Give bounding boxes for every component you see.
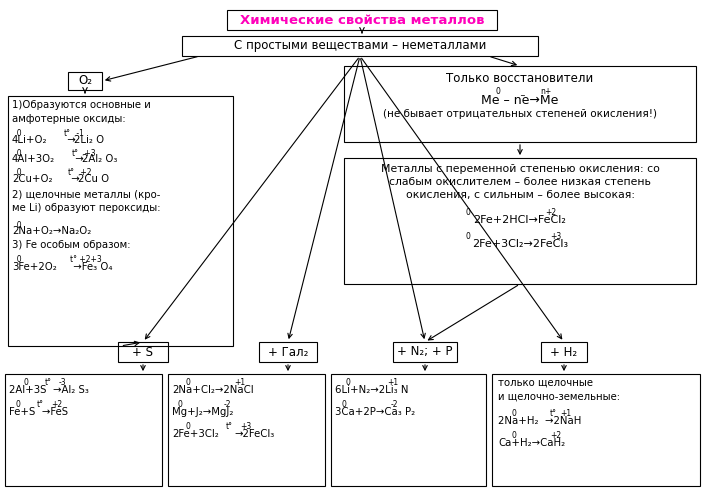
Text: O₂: O₂ <box>78 74 92 87</box>
Text: t°: t° <box>45 378 52 387</box>
Text: 2Li₂ O: 2Li₂ O <box>74 135 104 145</box>
Text: 0: 0 <box>512 409 517 418</box>
Text: t° +2+3: t° +2+3 <box>70 255 102 265</box>
Text: 2Cu+O₂: 2Cu+O₂ <box>12 174 52 184</box>
Text: Химические свойства металлов: Химические свойства металлов <box>240 13 484 27</box>
Text: 2) щелочные металлы (кро-: 2) щелочные металлы (кро- <box>12 189 160 200</box>
Text: 0: 0 <box>512 431 517 440</box>
Text: +2: +2 <box>78 168 91 177</box>
Text: t°: t° <box>68 168 75 177</box>
Bar <box>182 36 538 56</box>
Bar <box>393 342 457 362</box>
Text: амфотерные оксиды:: амфотерные оксиды: <box>12 113 126 124</box>
Text: 2Fe+3Cl₂: 2Fe+3Cl₂ <box>172 429 218 439</box>
Text: 3Ca+2P→Ca₃ P₂: 3Ca+2P→Ca₃ P₂ <box>335 407 415 417</box>
Text: 0: 0 <box>12 129 22 138</box>
Text: +1: +1 <box>560 409 571 418</box>
Text: 0: 0 <box>12 220 22 230</box>
Text: t°: t° <box>64 129 71 138</box>
Bar <box>118 342 168 362</box>
Text: Ca+H₂→CaH₂: Ca+H₂→CaH₂ <box>498 438 565 448</box>
Text: 3) Fe особым образом:: 3) Fe особым образом: <box>12 240 131 250</box>
Text: (не бывает отрицательных степеней окисления!): (не бывает отрицательных степеней окисле… <box>383 109 657 119</box>
Text: Fe+S  →FeS: Fe+S →FeS <box>9 407 68 417</box>
Text: →: → <box>68 174 80 184</box>
Bar <box>259 342 317 362</box>
Text: 0: 0 <box>178 400 183 409</box>
Text: + N₂; + P: + N₂; + P <box>397 346 452 358</box>
Text: 2Fe+3Cl₂→2FeCl₃: 2Fe+3Cl₂→2FeCl₃ <box>472 239 568 249</box>
Bar <box>492 374 700 486</box>
Text: 4Li+O₂: 4Li+O₂ <box>12 135 47 145</box>
Text: -1: -1 <box>74 129 84 138</box>
Bar <box>344 158 696 284</box>
Bar <box>344 66 696 142</box>
Text: -2: -2 <box>224 400 231 409</box>
Text: 2Cu O: 2Cu O <box>78 174 109 184</box>
Text: →2FeCl₃: →2FeCl₃ <box>234 429 274 439</box>
Text: +3: +3 <box>550 232 561 241</box>
Bar <box>331 374 486 486</box>
Text: и щелочно-земельные:: и щелочно-земельные: <box>498 391 620 401</box>
Text: +2: +2 <box>545 208 556 217</box>
Bar <box>5 374 162 486</box>
Text: + S: + S <box>132 346 153 358</box>
Text: ме Li) образуют пероксиды:: ме Li) образуют пероксиды: <box>12 203 160 213</box>
Text: 0: 0 <box>12 168 22 177</box>
Text: t°: t° <box>72 148 79 157</box>
Text: 0: 0 <box>345 378 350 387</box>
Text: +3: +3 <box>240 422 251 431</box>
Text: t°: t° <box>226 422 233 431</box>
Text: 0: 0 <box>12 148 22 157</box>
Text: 2Fe+2HCl→FeCl₂: 2Fe+2HCl→FeCl₂ <box>474 215 566 225</box>
Text: 4Al+3O₂: 4Al+3O₂ <box>12 154 55 165</box>
Text: 0: 0 <box>496 87 501 96</box>
Text: 0: 0 <box>465 232 470 241</box>
Text: 6Li+N₂→2Li₃ N: 6Li+N₂→2Li₃ N <box>335 385 409 395</box>
Text: 0: 0 <box>15 400 20 409</box>
Text: 2Al₂ O₃: 2Al₂ O₃ <box>82 154 117 165</box>
Text: 0: 0 <box>341 400 346 409</box>
Text: →: → <box>64 135 76 145</box>
Text: + H₂: + H₂ <box>551 346 578 358</box>
Text: 2Na+H₂  →2NaH: 2Na+H₂ →2NaH <box>498 416 581 426</box>
Text: 0: 0 <box>12 255 22 265</box>
Text: только щелочные: только щелочные <box>498 378 593 388</box>
Text: 2Na+O₂→Na₂O₂: 2Na+O₂→Na₂O₂ <box>12 226 91 237</box>
Text: 0: 0 <box>465 208 470 217</box>
Text: +1: +1 <box>234 378 245 387</box>
Text: Me – ne→Me: Me – ne→Me <box>481 94 559 107</box>
Text: -3: -3 <box>59 378 66 387</box>
Bar <box>541 342 587 362</box>
Text: 2Na+Cl₂→2NaCl: 2Na+Cl₂→2NaCl <box>172 385 254 395</box>
Text: n+: n+ <box>540 87 551 96</box>
Text: +2: +2 <box>550 431 561 440</box>
Text: 0: 0 <box>186 378 191 387</box>
Text: окисления, с сильным – более высокая:: окисления, с сильным – более высокая: <box>406 190 634 200</box>
Text: + Гал₂: + Гал₂ <box>268 346 308 358</box>
Text: 0: 0 <box>23 378 28 387</box>
Text: 0: 0 <box>186 422 191 431</box>
Text: слабым окислителем – более низкая степень: слабым окислителем – более низкая степен… <box>389 177 651 187</box>
Bar <box>227 10 497 30</box>
Text: 3Fe+2O₂: 3Fe+2O₂ <box>12 261 57 272</box>
Text: С простыми веществами – неметаллами: С простыми веществами – неметаллами <box>234 39 486 52</box>
Bar <box>168 374 325 486</box>
Text: Только восстановители: Только восстановители <box>446 72 594 85</box>
Text: →: → <box>72 154 83 165</box>
Text: +1: +1 <box>387 378 398 387</box>
Text: 2Al+3S  →Al₂ S₃: 2Al+3S →Al₂ S₃ <box>9 385 89 395</box>
Text: -2: -2 <box>391 400 399 409</box>
Text: _: _ <box>520 87 524 96</box>
Text: Металлы с переменной степенью окисления: со: Металлы с переменной степенью окисления:… <box>380 164 660 174</box>
Text: +3: +3 <box>82 148 95 157</box>
Bar <box>68 72 102 90</box>
Bar <box>8 96 233 346</box>
Text: 1)Образуются основные и: 1)Образуются основные и <box>12 100 151 110</box>
Text: →Fe₃ O₄: →Fe₃ O₄ <box>70 261 112 272</box>
Text: t°: t° <box>37 400 44 409</box>
Text: +2: +2 <box>51 400 62 409</box>
Text: t°: t° <box>550 409 557 418</box>
Text: Mg+J₂→MgJ₂: Mg+J₂→MgJ₂ <box>172 407 233 417</box>
